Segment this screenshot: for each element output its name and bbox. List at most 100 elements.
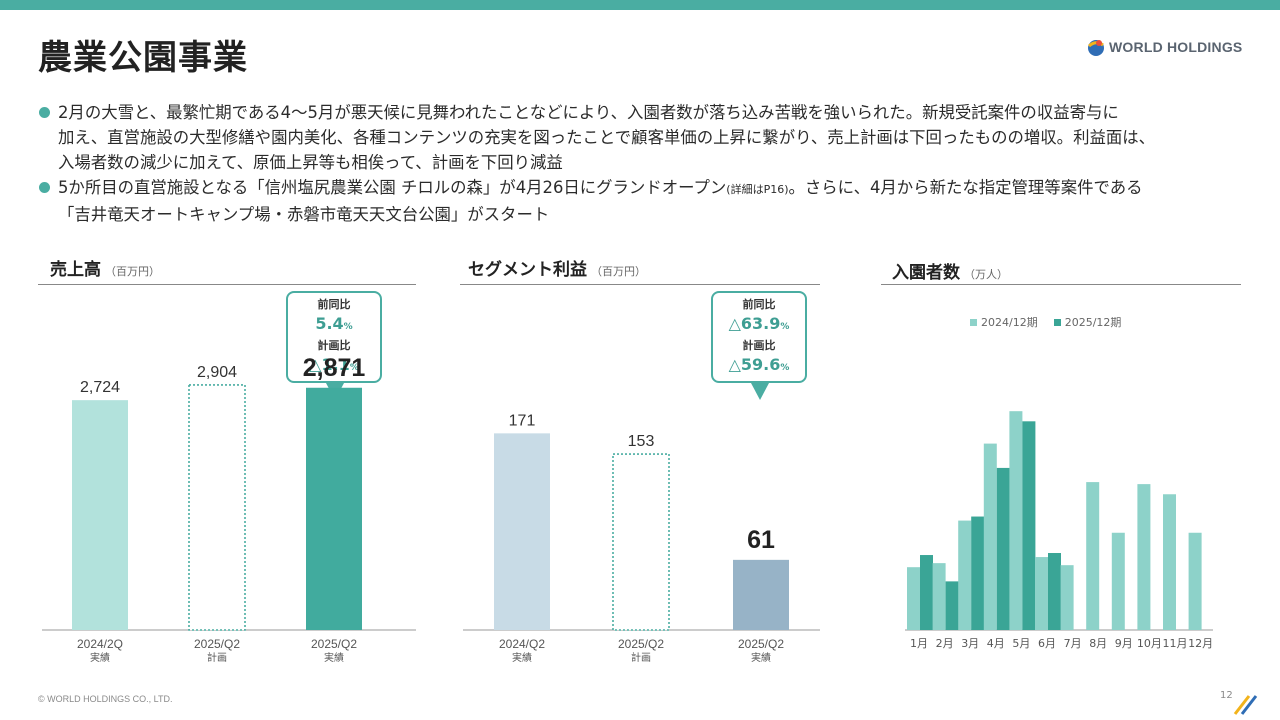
x-tick-sublabel: 計画 — [631, 651, 651, 664]
bullet-dot-icon — [39, 182, 50, 193]
page-number: 12 — [1220, 690, 1233, 701]
legend-label: 2025/12期 — [1064, 316, 1122, 329]
percent-sign: % — [780, 363, 790, 373]
visitors-2024-bar — [1060, 565, 1074, 630]
segment-callout-plan-label: 計画比 — [742, 339, 776, 352]
bullet-item: 5か所目の直営施設となる「信州塩尻農業公園 チロルの森」が4月26日にグランドオ… — [38, 175, 1258, 227]
x-tick-label: 2025/Q2 — [194, 637, 240, 651]
sales-callout: 前同比 5.4% 計画比 △1.1% — [286, 291, 382, 400]
legend-item: 2025/12期 — [1053, 314, 1122, 330]
plan-bar — [188, 384, 246, 631]
percent-sign: % — [349, 363, 359, 373]
bar-value-label: 2,724 — [80, 379, 120, 396]
x-tick-label: 2月 — [936, 637, 954, 650]
legend-swatch — [970, 318, 977, 326]
bullet-item: 2月の大雪と、最繁忙期である4～5月が悪天候に見舞われたことなどにより、入園者数… — [38, 100, 1258, 175]
visitors-2024-bar — [907, 567, 920, 630]
x-tick-sublabel: 実績 — [512, 651, 532, 664]
bullet-text-line: 「吉井竜天オートキャンプ場・赤磐市竜天天文台公園」がスタート — [58, 205, 550, 224]
sales-callout-yoy-value: 5.4% — [288, 313, 380, 338]
segment-title-text: セグメント利益 — [468, 260, 587, 280]
visitors-2025-bar — [996, 467, 1010, 630]
company-logo: WORLD HOLDINGS — [1086, 37, 1242, 57]
bullet-text: 5か所目の直営施設となる「信州塩尻農業公園 チロルの森」が4月26日にグランドオ… — [58, 178, 727, 197]
x-tick-label: 1月 — [910, 637, 928, 650]
visitors-2024-bar — [1009, 411, 1023, 630]
sales-section-divider — [38, 284, 416, 285]
x-tick-label: 2025/Q2 — [311, 637, 357, 651]
visitors-2024-bar — [1086, 482, 1100, 630]
visitors-2025-bar — [1022, 421, 1036, 630]
visitors-2024-bar — [1163, 494, 1176, 630]
sales-title-text: 売上高 — [50, 260, 101, 280]
segment-callout-yoy-label: 前同比 — [742, 298, 776, 311]
current-actual-bar — [733, 559, 789, 630]
visitors-2024-bar — [1035, 557, 1048, 630]
bullet-text: 。さらに、4月から新たな指定管理等案件である — [788, 178, 1143, 197]
visitors-2024-bar — [958, 520, 972, 630]
visitors-2025-bar — [945, 581, 959, 630]
visitors-2024-bar — [1137, 484, 1151, 630]
sales-plan-number: △1.1 — [309, 355, 350, 374]
bar-value-label: 61 — [747, 526, 775, 554]
x-tick-label: 7月 — [1064, 637, 1082, 650]
visitors-legend: 2024/12期 2025/12期 — [970, 314, 1137, 330]
bar-value-label: 2,904 — [197, 364, 237, 381]
bullet-text-line: 5か所目の直営施設となる「信州塩尻農業公園 チロルの森」が4月26日にグランドオ… — [58, 175, 1258, 202]
visitors-section-divider — [881, 284, 1241, 285]
x-tick-sublabel: 実績 — [90, 651, 110, 664]
visitors-2024-bar — [1188, 532, 1202, 630]
segment-section-title: セグメント利益 （百万円） — [468, 255, 646, 280]
visitors-unit: （万人） — [964, 268, 1008, 281]
x-tick-label: 2025/Q2 — [618, 637, 664, 651]
bar-value-label: 171 — [509, 412, 536, 429]
logo-text: WORLD HOLDINGS — [1109, 39, 1243, 55]
corner-stripes-icon — [1233, 695, 1258, 715]
prior-actual-bar — [494, 433, 550, 630]
x-tick-label: 2024/Q2 — [499, 637, 545, 651]
plan-bar — [612, 453, 670, 631]
bar-value-label: 153 — [628, 433, 655, 450]
sales-unit: （百万円） — [105, 265, 160, 278]
segment-section-divider — [460, 284, 820, 285]
visitors-section-title: 入園者数 （万人） — [892, 258, 1008, 283]
copyright-footer: © WORLD HOLDINGS CO., LTD. — [38, 694, 173, 704]
prior-actual-bar — [72, 400, 128, 630]
callout-pointer — [751, 383, 769, 400]
legend-label: 2024/12期 — [981, 316, 1038, 329]
x-tick-label: 2024/2Q — [77, 637, 123, 651]
sales-callout-plan-label: 計画比 — [317, 339, 351, 352]
top-accent-bar — [0, 0, 1280, 10]
visitors-2025-bar — [1048, 553, 1061, 630]
sales-section-title: 売上高 （百万円） — [50, 255, 160, 280]
visitors-2024-bar — [932, 563, 946, 630]
segment-callout: 前同比 △63.9% 計画比 △59.6% — [711, 291, 807, 400]
visitors-2025-bar — [920, 555, 933, 630]
sales-yoy-number: 5.4 — [315, 314, 344, 333]
x-tick-label: 10月 — [1137, 637, 1162, 650]
segment-callout-plan-value: △59.6% — [713, 354, 805, 379]
visitors-2024-bar — [1111, 532, 1125, 630]
percent-sign: % — [343, 322, 353, 332]
bullet-text-line: 2月の大雪と、最繁忙期である4～5月が悪天候に見舞われたことなどにより、入園者数… — [58, 103, 1119, 122]
x-tick-label: 3月 — [961, 637, 979, 650]
sales-callout-yoy-label: 前同比 — [317, 298, 351, 311]
x-tick-label: 8月 — [1089, 637, 1107, 650]
segment-callout-yoy-value: △63.9% — [713, 313, 805, 338]
percent-sign: % — [780, 322, 790, 332]
bar-value-label: 2,871 — [303, 354, 366, 382]
x-tick-sublabel: 計画 — [207, 651, 227, 664]
segment-unit: （百万円） — [591, 265, 646, 278]
x-tick-label: 5月 — [1012, 637, 1030, 650]
visitors-2025-bar — [971, 516, 985, 630]
x-tick-sublabel: 実績 — [324, 651, 344, 664]
bullet-reference-note: (詳細はP16) — [726, 183, 789, 196]
bullet-text-line: 入場者数の減少に加えて、原価上昇等も相俟って、計画を下回り減益 — [58, 153, 563, 172]
bullet-text-line: 加え、直営施設の大型修繕や園内美化、各種コンテンツの充実を図ったことで顧客単価の… — [58, 128, 1156, 147]
x-tick-label: 4月 — [987, 637, 1005, 650]
x-tick-label: 11月 — [1163, 637, 1188, 650]
legend-item: 2024/12期 — [970, 314, 1038, 330]
visitors-title-text: 入園者数 — [892, 263, 960, 283]
bullet-dot-icon — [39, 107, 50, 118]
